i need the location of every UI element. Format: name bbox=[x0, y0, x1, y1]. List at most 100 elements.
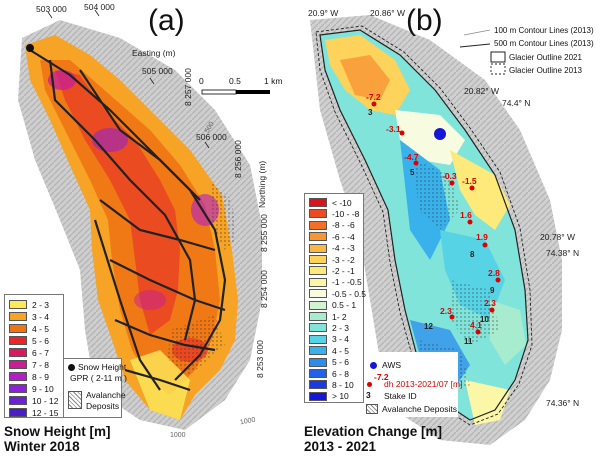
avalanche-pattern-icon bbox=[68, 391, 82, 409]
legend-class-label: -2 - -1 bbox=[332, 265, 355, 276]
legend-swatch bbox=[9, 336, 27, 345]
legend-class-label: 4 - 5 bbox=[332, 345, 350, 356]
legend-class-row: -8 - -6 bbox=[309, 220, 355, 231]
stake-legend: AWS -7.2 dh 2013-2021/07 [m] 3 Stake ID … bbox=[364, 352, 462, 417]
legend-swatch bbox=[309, 243, 327, 253]
panel-b-label: (b) bbox=[406, 4, 443, 37]
stake-dh-value: 4.1 bbox=[470, 320, 482, 330]
panel-a-label: (a) bbox=[148, 4, 185, 37]
legend-swatch bbox=[309, 369, 327, 378]
legend-class-row: 5 - 6 bbox=[9, 335, 49, 346]
stake-dh-value: -3.1 bbox=[386, 124, 401, 134]
glacier-outline-2021 bbox=[319, 29, 529, 421]
stake-dh-value: -7.2 bbox=[366, 92, 381, 102]
legend-class-label: 2 - 3 bbox=[32, 299, 50, 310]
stake-id: 10 bbox=[480, 315, 489, 324]
legend-swatch bbox=[309, 209, 327, 219]
easting-503000: 503 000 bbox=[36, 4, 67, 14]
stake-id: 3 bbox=[368, 108, 373, 117]
lon-20-90w: 20.9° W bbox=[308, 8, 339, 18]
legend-class-label: 5 - 6 bbox=[32, 335, 50, 346]
legend-class-label: 3 - 4 bbox=[32, 311, 50, 322]
panel-a-title: Snow Height [m] Winter 2018 bbox=[4, 424, 111, 454]
stake-dh-value: -4.7 bbox=[404, 152, 419, 162]
legend-outline-2013: Glacier Outline 2013 bbox=[509, 66, 582, 75]
legend-class-label: -4 - -3 bbox=[332, 243, 355, 254]
stake-point bbox=[489, 307, 495, 313]
legend-swatch bbox=[309, 198, 327, 207]
stake-dh-value: 1.6 bbox=[460, 210, 472, 220]
easting-505000: 505 000 bbox=[142, 66, 173, 76]
legend-class-row: -6 - -4 bbox=[309, 231, 355, 242]
legend-class-label: -8 - -6 bbox=[332, 220, 355, 231]
legend-class-row: 6 - 7 bbox=[9, 347, 49, 358]
panel-a-map-canvas bbox=[18, 9, 270, 430]
stake-point bbox=[495, 277, 501, 283]
panel-b-title: Elevation Change [m] 2013 - 2021 bbox=[304, 424, 443, 454]
scale-tick-0: 0 bbox=[199, 76, 204, 86]
legend-stake-id: 3 bbox=[366, 390, 371, 400]
legend-class-label: -1 - -0.5 bbox=[332, 277, 362, 288]
legend-class-row: -3 - -2 bbox=[309, 254, 355, 265]
lat-74-36n: 74.36° N bbox=[546, 398, 580, 408]
aws-icon bbox=[370, 362, 377, 369]
legend-swatch bbox=[309, 300, 327, 310]
legend-class-label: 1- 2 bbox=[332, 311, 347, 322]
legend-class-row: 9 - 10 bbox=[9, 383, 54, 394]
avalanche-pattern-icon bbox=[366, 404, 378, 414]
legend-swatch bbox=[309, 391, 327, 401]
stake-id-label: Stake ID bbox=[384, 391, 417, 401]
legend-class-row: > 10 bbox=[309, 391, 349, 402]
glacier-outline-2013 bbox=[315, 25, 533, 426]
stake-id: 12 bbox=[424, 322, 433, 331]
aws-label: AWS bbox=[382, 360, 402, 370]
avalanche-deposit bbox=[415, 160, 460, 230]
legend-class-row: 4 - 5 bbox=[309, 345, 349, 356]
legend-class-label: 8 - 9 bbox=[32, 371, 50, 382]
legend-class-label: 5 - 6 bbox=[332, 357, 350, 368]
legend-stake-value: -7.2 bbox=[374, 372, 389, 382]
legend-class-row: -2 - -1 bbox=[309, 265, 355, 276]
legend-class-row: 7 - 8 bbox=[9, 359, 49, 370]
legend-swatch bbox=[309, 277, 327, 287]
legend-class-label: 6 - 8 bbox=[332, 368, 350, 379]
legend-class-row: 3 - 4 bbox=[9, 311, 49, 322]
gpr-start-point bbox=[26, 44, 34, 52]
legend-swatch bbox=[309, 357, 327, 367]
legend-class-row: -0.5 - 0.5 bbox=[309, 288, 366, 299]
legend-swatch bbox=[9, 348, 27, 357]
legend-class-label: -10 - -8 bbox=[332, 208, 360, 219]
legend-class-row: 3 - 4 bbox=[309, 334, 349, 345]
stake-point bbox=[413, 160, 419, 166]
gpr-tracks bbox=[29, 49, 227, 392]
legend-class-label: < -10 bbox=[332, 197, 352, 208]
legend-outline-2021: Glacier Outline 2021 bbox=[509, 53, 582, 62]
outline-2021-sample bbox=[490, 51, 506, 63]
legend-contour-100m: 100 m Contour Lines (2013) bbox=[494, 26, 594, 35]
legend-class-label: 10 - 12 bbox=[32, 395, 59, 406]
legend-class-row: -4 - -3 bbox=[309, 243, 355, 254]
legend-swatch bbox=[9, 312, 27, 321]
legend-class-label: 12 - 15 bbox=[32, 407, 59, 418]
easting-506000: 506 000 bbox=[196, 132, 227, 142]
legend-swatch bbox=[309, 380, 327, 390]
contour-500m-sample bbox=[459, 43, 491, 48]
stake-dh-value: 1.9 bbox=[476, 232, 488, 242]
easting-504000: 504 000 bbox=[84, 2, 115, 12]
legend-swatch bbox=[9, 324, 27, 333]
gpr-point-icon bbox=[68, 364, 75, 371]
legend-class-row: 1- 2 bbox=[309, 311, 347, 322]
stake-id: 11 bbox=[464, 337, 473, 346]
outline-2013-sample bbox=[490, 63, 506, 75]
legend-swatch bbox=[309, 312, 327, 321]
legend-class-row: 2 - 3 bbox=[309, 322, 349, 333]
legend-class-row: -1 - -0.5 bbox=[309, 277, 362, 288]
stake-dh-value: -1.5 bbox=[462, 176, 477, 186]
legend-class-row: 8 - 9 bbox=[9, 371, 49, 382]
legend-swatch bbox=[9, 408, 27, 417]
legend-class-row: 2 - 3 bbox=[9, 299, 49, 310]
legend-class-row: 10 - 12 bbox=[9, 395, 58, 406]
legend-swatch bbox=[309, 334, 327, 344]
legend-class-row: 0.5 - 1 bbox=[309, 300, 356, 311]
legend-class-label: 0.5 - 1 bbox=[332, 300, 357, 311]
